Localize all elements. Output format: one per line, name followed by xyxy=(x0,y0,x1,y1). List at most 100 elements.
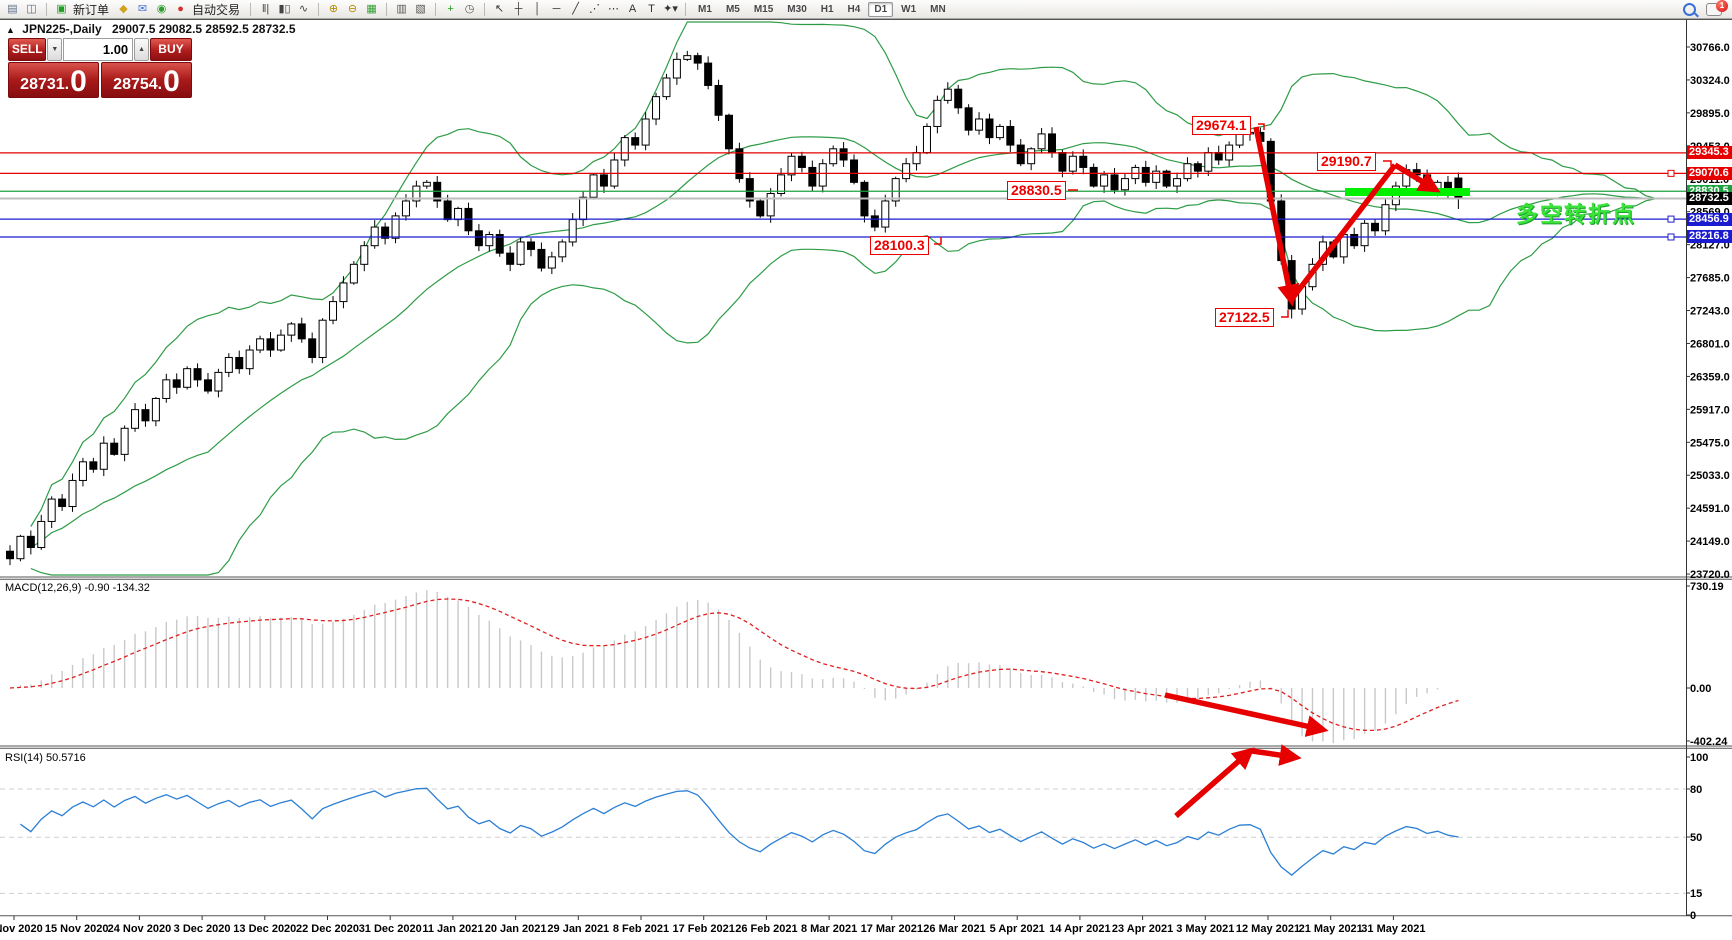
auto-arrange-icon[interactable]: ▥ xyxy=(396,2,407,15)
toolbar-separator xyxy=(386,2,388,16)
price-annotation-tag[interactable]: 28830.5 xyxy=(1007,181,1066,200)
timeframe-button-m5[interactable]: M5 xyxy=(725,3,740,15)
bollinger-band-line xyxy=(30,21,1657,527)
candle-body xyxy=(1048,133,1056,154)
support-zone-highlight[interactable] xyxy=(1345,188,1470,196)
periods-icon[interactable]: ◷ xyxy=(464,2,475,15)
zoom-out-icon[interactable]: ⊖ xyxy=(347,2,358,15)
candle-body xyxy=(1141,166,1150,183)
tag-leader-line xyxy=(1258,123,1265,130)
trendline-icon[interactable]: ╱ xyxy=(572,2,579,15)
line-handle[interactable] xyxy=(1667,233,1675,241)
line-handle[interactable] xyxy=(1667,215,1675,223)
timeframe-button-m30[interactable]: M30 xyxy=(787,3,807,15)
buy-price-button[interactable]: 28754. 0 xyxy=(101,62,192,98)
candle-body xyxy=(527,241,535,250)
search-icon[interactable] xyxy=(1683,2,1696,16)
text-icon[interactable]: A xyxy=(628,2,637,15)
tile-windows-icon[interactable]: ▦ xyxy=(366,2,377,15)
turning-point-annotation[interactable]: 多空转折点 xyxy=(1516,202,1637,227)
sell-button[interactable]: SELL xyxy=(8,38,47,61)
toolbar-separator xyxy=(685,2,687,16)
candle-body xyxy=(922,125,931,154)
timeframe-button-mn[interactable]: MN xyxy=(930,3,946,15)
price-annotation-tag[interactable]: 29674.1 xyxy=(1192,116,1251,135)
date-tick: 31 May 2021 xyxy=(1361,923,1425,935)
shapes-icon[interactable]: ✦▾ xyxy=(663,2,678,15)
news-icon[interactable]: ◉ xyxy=(156,2,167,15)
collapse-trade-panel-icon[interactable]: ▲ xyxy=(6,25,15,35)
bar-chart-icon[interactable]: ‖| xyxy=(261,2,270,15)
candlestick-chart-icon[interactable]: ▮▯ xyxy=(278,2,291,15)
trend-arrow[interactable] xyxy=(1393,162,1441,193)
candle-body xyxy=(131,409,140,429)
price-tick: 26801.0 xyxy=(1690,338,1730,350)
chart-profile-icon[interactable]: ▤ xyxy=(7,2,18,15)
depth-of-market-icon[interactable]: ◆ xyxy=(119,2,128,15)
crosshair-icon[interactable]: ┼ xyxy=(514,2,523,15)
vertical-line-icon[interactable]: │ xyxy=(534,2,541,15)
candle-body xyxy=(141,409,150,422)
volume-input[interactable] xyxy=(63,38,134,61)
cascade-icon[interactable]: ▧ xyxy=(415,2,426,15)
sell-price-button[interactable]: 28731. 0 xyxy=(8,62,99,98)
cursor-icon[interactable]: ↖ xyxy=(494,2,505,15)
candle-body xyxy=(1183,163,1192,180)
chart-title: ▲ JPN225-,Daily 29007.5 29082.5 28592.5 … xyxy=(6,22,296,36)
chat-icon[interactable]: 1 xyxy=(1706,0,1728,16)
candle-body xyxy=(881,200,890,228)
timeframe-button-h1[interactable]: H1 xyxy=(820,3,834,15)
channel-icon[interactable]: ⋯ xyxy=(608,2,620,15)
price-annotation-tag[interactable]: 27122.5 xyxy=(1215,308,1274,327)
label-icon[interactable]: T xyxy=(648,2,655,15)
fibonacci-icon[interactable]: ⋰ xyxy=(589,2,601,15)
trend-arrow[interactable] xyxy=(1251,744,1302,766)
date-tick: 8 Mar 2021 xyxy=(801,923,857,935)
trend-arrow[interactable] xyxy=(1174,747,1255,819)
candle-body xyxy=(1016,144,1025,165)
candle-body xyxy=(620,137,629,161)
volume-decrease-button[interactable]: ▼ xyxy=(47,38,63,61)
add-indicator-icon[interactable]: + xyxy=(447,2,454,15)
trend-arrow[interactable] xyxy=(1288,163,1398,302)
volume-increase-button[interactable]: ▲ xyxy=(134,38,149,61)
timeframe-button-w1[interactable]: W1 xyxy=(901,3,917,15)
date-tick: 3 May 2021 xyxy=(1176,923,1234,935)
candle-body xyxy=(1068,155,1077,172)
candle-body xyxy=(120,427,129,455)
new-order-icon[interactable]: ▣ xyxy=(56,2,67,15)
trend-arrow[interactable] xyxy=(1253,126,1300,307)
trend-arrow[interactable] xyxy=(1164,692,1329,737)
line-chart-icon[interactable]: ∿ xyxy=(298,2,309,15)
zoom-in-icon[interactable]: ⊕ xyxy=(328,2,339,15)
candle-body xyxy=(850,159,859,183)
price-tick: 25917.0 xyxy=(1690,404,1730,416)
price-annotation-tag[interactable]: 29190.7 xyxy=(1317,152,1376,171)
date-tick: 24 Nov 2020 xyxy=(108,923,172,935)
new-order-button[interactable]: 新订单 xyxy=(73,2,110,17)
candle-body xyxy=(1079,155,1088,168)
buy-button[interactable]: BUY xyxy=(149,38,192,61)
sell-price-big-digit: 0 xyxy=(70,65,87,98)
candle-body xyxy=(162,379,171,399)
line-handle[interactable] xyxy=(1667,169,1675,177)
candle-body xyxy=(381,226,390,239)
candle-body xyxy=(1037,133,1046,150)
price-annotation-tag[interactable]: 28100.3 xyxy=(870,236,929,255)
price-tick: 27685.0 xyxy=(1690,273,1730,285)
autotrade-status-icon[interactable]: ● xyxy=(177,2,184,15)
date-tick: 20 Jan 2021 xyxy=(485,923,547,935)
toolbar-separator xyxy=(46,2,47,16)
timeframe-button-h4[interactable]: H4 xyxy=(847,3,861,15)
mailbox-icon[interactable]: ✉ xyxy=(137,2,148,15)
timeframe-button-m15[interactable]: M15 xyxy=(753,3,774,15)
horizontal-line-icon[interactable]: ─ xyxy=(552,2,561,15)
candle-body xyxy=(1162,170,1171,187)
timeframe-button-d1[interactable]: D1 xyxy=(868,1,894,17)
rsi-tick: 100 xyxy=(1690,752,1708,764)
chart-search-icon[interactable]: ◫ xyxy=(26,2,37,15)
auto-trading-button[interactable]: 自动交易 xyxy=(192,2,241,17)
timeframe-button-m1[interactable]: M1 xyxy=(698,3,712,15)
candle-body xyxy=(558,241,567,258)
